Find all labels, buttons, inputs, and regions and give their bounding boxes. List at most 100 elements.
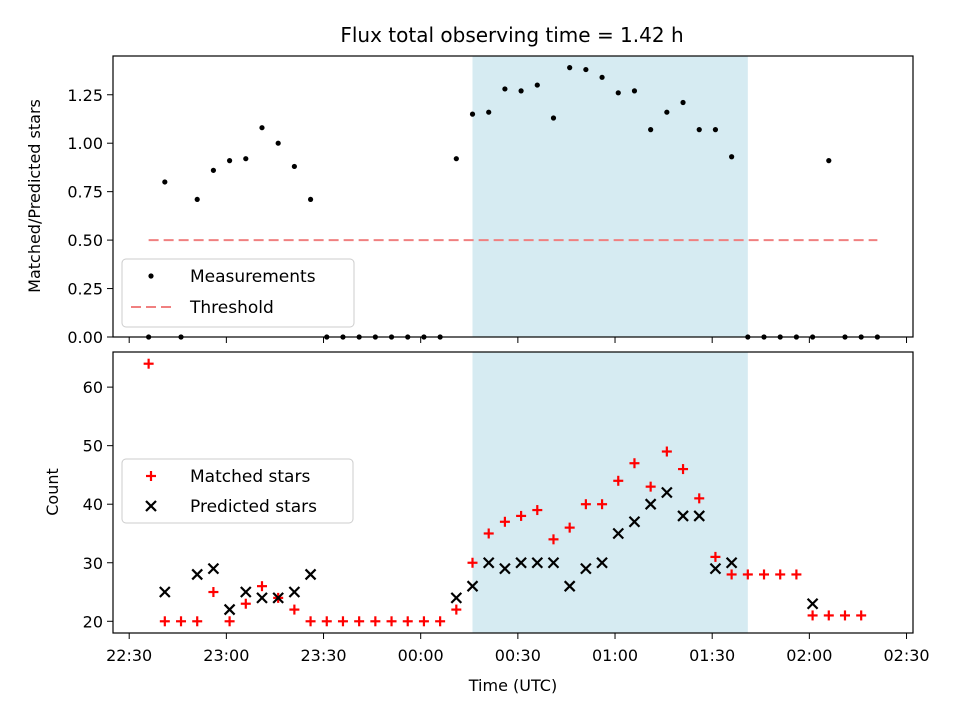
- legend-threshold-label: Threshold: [189, 298, 274, 318]
- predicted-stars-point-b: [709, 562, 722, 575]
- matched-stars-point: [224, 616, 235, 627]
- legend-measurements-label: Measurements: [190, 267, 316, 287]
- measurement-point: [648, 127, 654, 133]
- predicted-stars-point-b: [499, 562, 511, 575]
- matched-stars-point: [613, 475, 624, 486]
- predicted-stars-point: [563, 580, 576, 592]
- predicted-stars-point-b: [596, 556, 608, 569]
- measurement-point: [291, 163, 297, 170]
- predicted-stars-point: [806, 597, 819, 610]
- predicted-stars-point-b: [240, 586, 252, 598]
- matched-stars-point: [451, 604, 462, 615]
- measurement-point: [275, 140, 281, 146]
- matched-stars-point: [418, 616, 429, 627]
- legend-predicted-marker: [145, 500, 157, 512]
- measurement-point: [518, 88, 524, 94]
- x-tick-label: 02:30: [883, 646, 929, 665]
- predicted-stars-point: [612, 527, 625, 540]
- y-tick-label: 0.00: [67, 328, 103, 347]
- predicted-stars-point: [288, 586, 301, 598]
- measurement-point: [631, 88, 638, 94]
- measurement-point: [469, 111, 476, 117]
- matched-stars-point: [645, 481, 656, 492]
- matched-stars-point: [564, 522, 575, 533]
- legend-measurements-marker: [148, 273, 154, 279]
- predicted-stars-point-b: [531, 556, 544, 569]
- x-tick-label: 22:30: [106, 646, 152, 665]
- y-tick-label: 0.25: [67, 280, 103, 299]
- predicted-stars-point-b: [547, 556, 560, 569]
- top-plot-frame: [112, 55, 914, 338]
- x-tick-label: 00:00: [398, 646, 444, 665]
- measurement-point: [599, 74, 605, 80]
- predicted-stars-point-b: [207, 562, 220, 575]
- predicted-stars-point-b: [563, 580, 576, 592]
- measurement-point: [210, 167, 217, 173]
- predicted-stars-point: [450, 592, 463, 604]
- bottom-plot-frame: [112, 351, 914, 634]
- bottom-y-ticks: 20 30 40 50 60: [83, 378, 113, 631]
- predicted-stars-point-b: [256, 592, 268, 604]
- matched-stars-point: [337, 616, 348, 627]
- predicted-stars-point: [499, 562, 511, 575]
- matched-stars-point: [726, 569, 737, 580]
- matched-stars-point: [791, 569, 802, 580]
- x-axis-label: Time (UTC): [468, 676, 557, 695]
- y-tick-label: 0.75: [67, 183, 103, 202]
- matched-stars-point: [289, 604, 300, 615]
- legend-predicted-label: Predicted stars: [190, 497, 317, 517]
- predicted-stars-point: [693, 510, 706, 522]
- matched-stars-point: [694, 493, 705, 504]
- matched-stars-point: [370, 616, 381, 627]
- predicted-stars-point: [628, 515, 641, 528]
- y-tick-label: 0.50: [67, 231, 103, 250]
- matched-stars-point: [159, 616, 170, 627]
- top-x-ticks: [128, 337, 908, 343]
- matched-stars-point: [483, 528, 494, 539]
- predicted-stars-point-b: [693, 510, 706, 522]
- matched-stars-point: [192, 616, 203, 627]
- x-tick-label: 01:00: [592, 646, 638, 665]
- y-tick-label: 30: [83, 554, 103, 573]
- matched-stars-point: [710, 551, 721, 562]
- top-y-ticks: 0.00 0.25 0.50 0.75 1.00 1.25: [67, 86, 113, 347]
- measurement-point: [826, 158, 832, 164]
- matched-stars-point: [402, 616, 413, 627]
- matched-stars-point: [208, 587, 219, 598]
- matched-stars-point: [823, 610, 834, 621]
- measurement-point: [712, 127, 719, 133]
- predicted-stars-point: [725, 556, 738, 569]
- predicted-stars-point-b: [288, 586, 301, 598]
- predicted-stars-point: [580, 562, 592, 575]
- predicted-stars-point: [240, 586, 252, 598]
- matched-stars-point: [516, 510, 527, 521]
- y-tick-label: 20: [83, 612, 103, 631]
- matched-stars-point: [775, 569, 786, 580]
- matched-stars-point: [532, 505, 543, 516]
- top-panel: 0.00 0.25 0.50 0.75 1.00 1.25 Matched/Predict…: [25, 55, 914, 347]
- measurement-point: [583, 66, 589, 73]
- y-tick-label: 1.00: [67, 134, 103, 153]
- predicted-stars-point-b: [272, 592, 284, 604]
- y-tick-label: 1.25: [67, 86, 103, 105]
- matched-stars-point: [759, 569, 770, 580]
- matched-stars-point: [240, 598, 251, 609]
- measurement-point: [664, 109, 670, 115]
- matched-stars-point: [856, 610, 867, 621]
- matched-stars-point: [807, 610, 818, 621]
- measurement-point: [226, 158, 233, 164]
- predicted-stars-point: [644, 498, 657, 510]
- measurement-point: [307, 196, 314, 203]
- legend-matched-label: Matched stars: [190, 467, 310, 487]
- predicted-stars-point: [304, 568, 317, 581]
- predicted-stars-point-b: [628, 515, 641, 528]
- matched-stars-point: [467, 557, 478, 568]
- predicted-stars-point-b: [725, 556, 738, 569]
- matched-stars-point: [354, 616, 365, 627]
- x-tick-label: 01:30: [689, 646, 735, 665]
- matched-stars-point: [321, 616, 332, 627]
- predicted-stars-point: [677, 510, 689, 522]
- matched-stars-point: [742, 569, 753, 580]
- predicted-stars-point: [547, 556, 560, 569]
- predicted-stars-point: [482, 556, 495, 569]
